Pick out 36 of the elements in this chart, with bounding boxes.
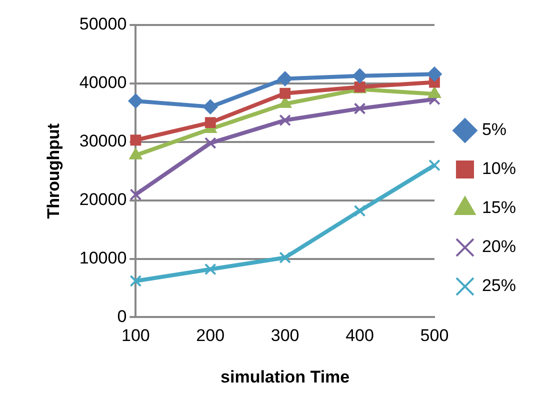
- y-tick-label: 10000: [79, 248, 127, 268]
- point: [202, 99, 218, 114]
- y-tick-label: 20000: [79, 190, 127, 210]
- legend-label: 25%: [482, 276, 516, 296]
- x-tick-label: 100: [121, 326, 150, 346]
- x-tick-label: 400: [346, 326, 374, 346]
- point: [428, 93, 440, 106]
- point: [130, 188, 142, 200]
- point: [354, 204, 366, 217]
- point: [354, 102, 366, 115]
- point: [279, 114, 292, 126]
- x-tick-label: 500: [420, 326, 449, 346]
- legend-label: 15%: [482, 198, 516, 218]
- point: [204, 263, 216, 276]
- point: [128, 93, 144, 108]
- y-axis-title: Throughput: [44, 123, 63, 219]
- legend-label: 10%: [482, 159, 516, 178]
- y-tick-label: 40000: [79, 73, 127, 92]
- point: [352, 68, 368, 84]
- y-tick-label: 30000: [79, 132, 127, 151]
- point: [130, 134, 142, 146]
- x-axis-title: simulation Time: [220, 367, 350, 386]
- point: [204, 117, 216, 128]
- point: [280, 88, 291, 99]
- point: [428, 159, 440, 172]
- y-tick-label: 50000: [79, 14, 127, 34]
- point: [130, 275, 142, 287]
- point: [278, 71, 293, 86]
- legend-label: 20%: [482, 237, 516, 256]
- point: [426, 66, 442, 82]
- point: [204, 137, 216, 149]
- x-tick-label: 300: [270, 326, 300, 346]
- y-tick-label: 0: [117, 306, 127, 326]
- legend-label: 5%: [482, 120, 507, 140]
- x-tick-label: 200: [196, 326, 225, 346]
- point: [279, 252, 292, 264]
